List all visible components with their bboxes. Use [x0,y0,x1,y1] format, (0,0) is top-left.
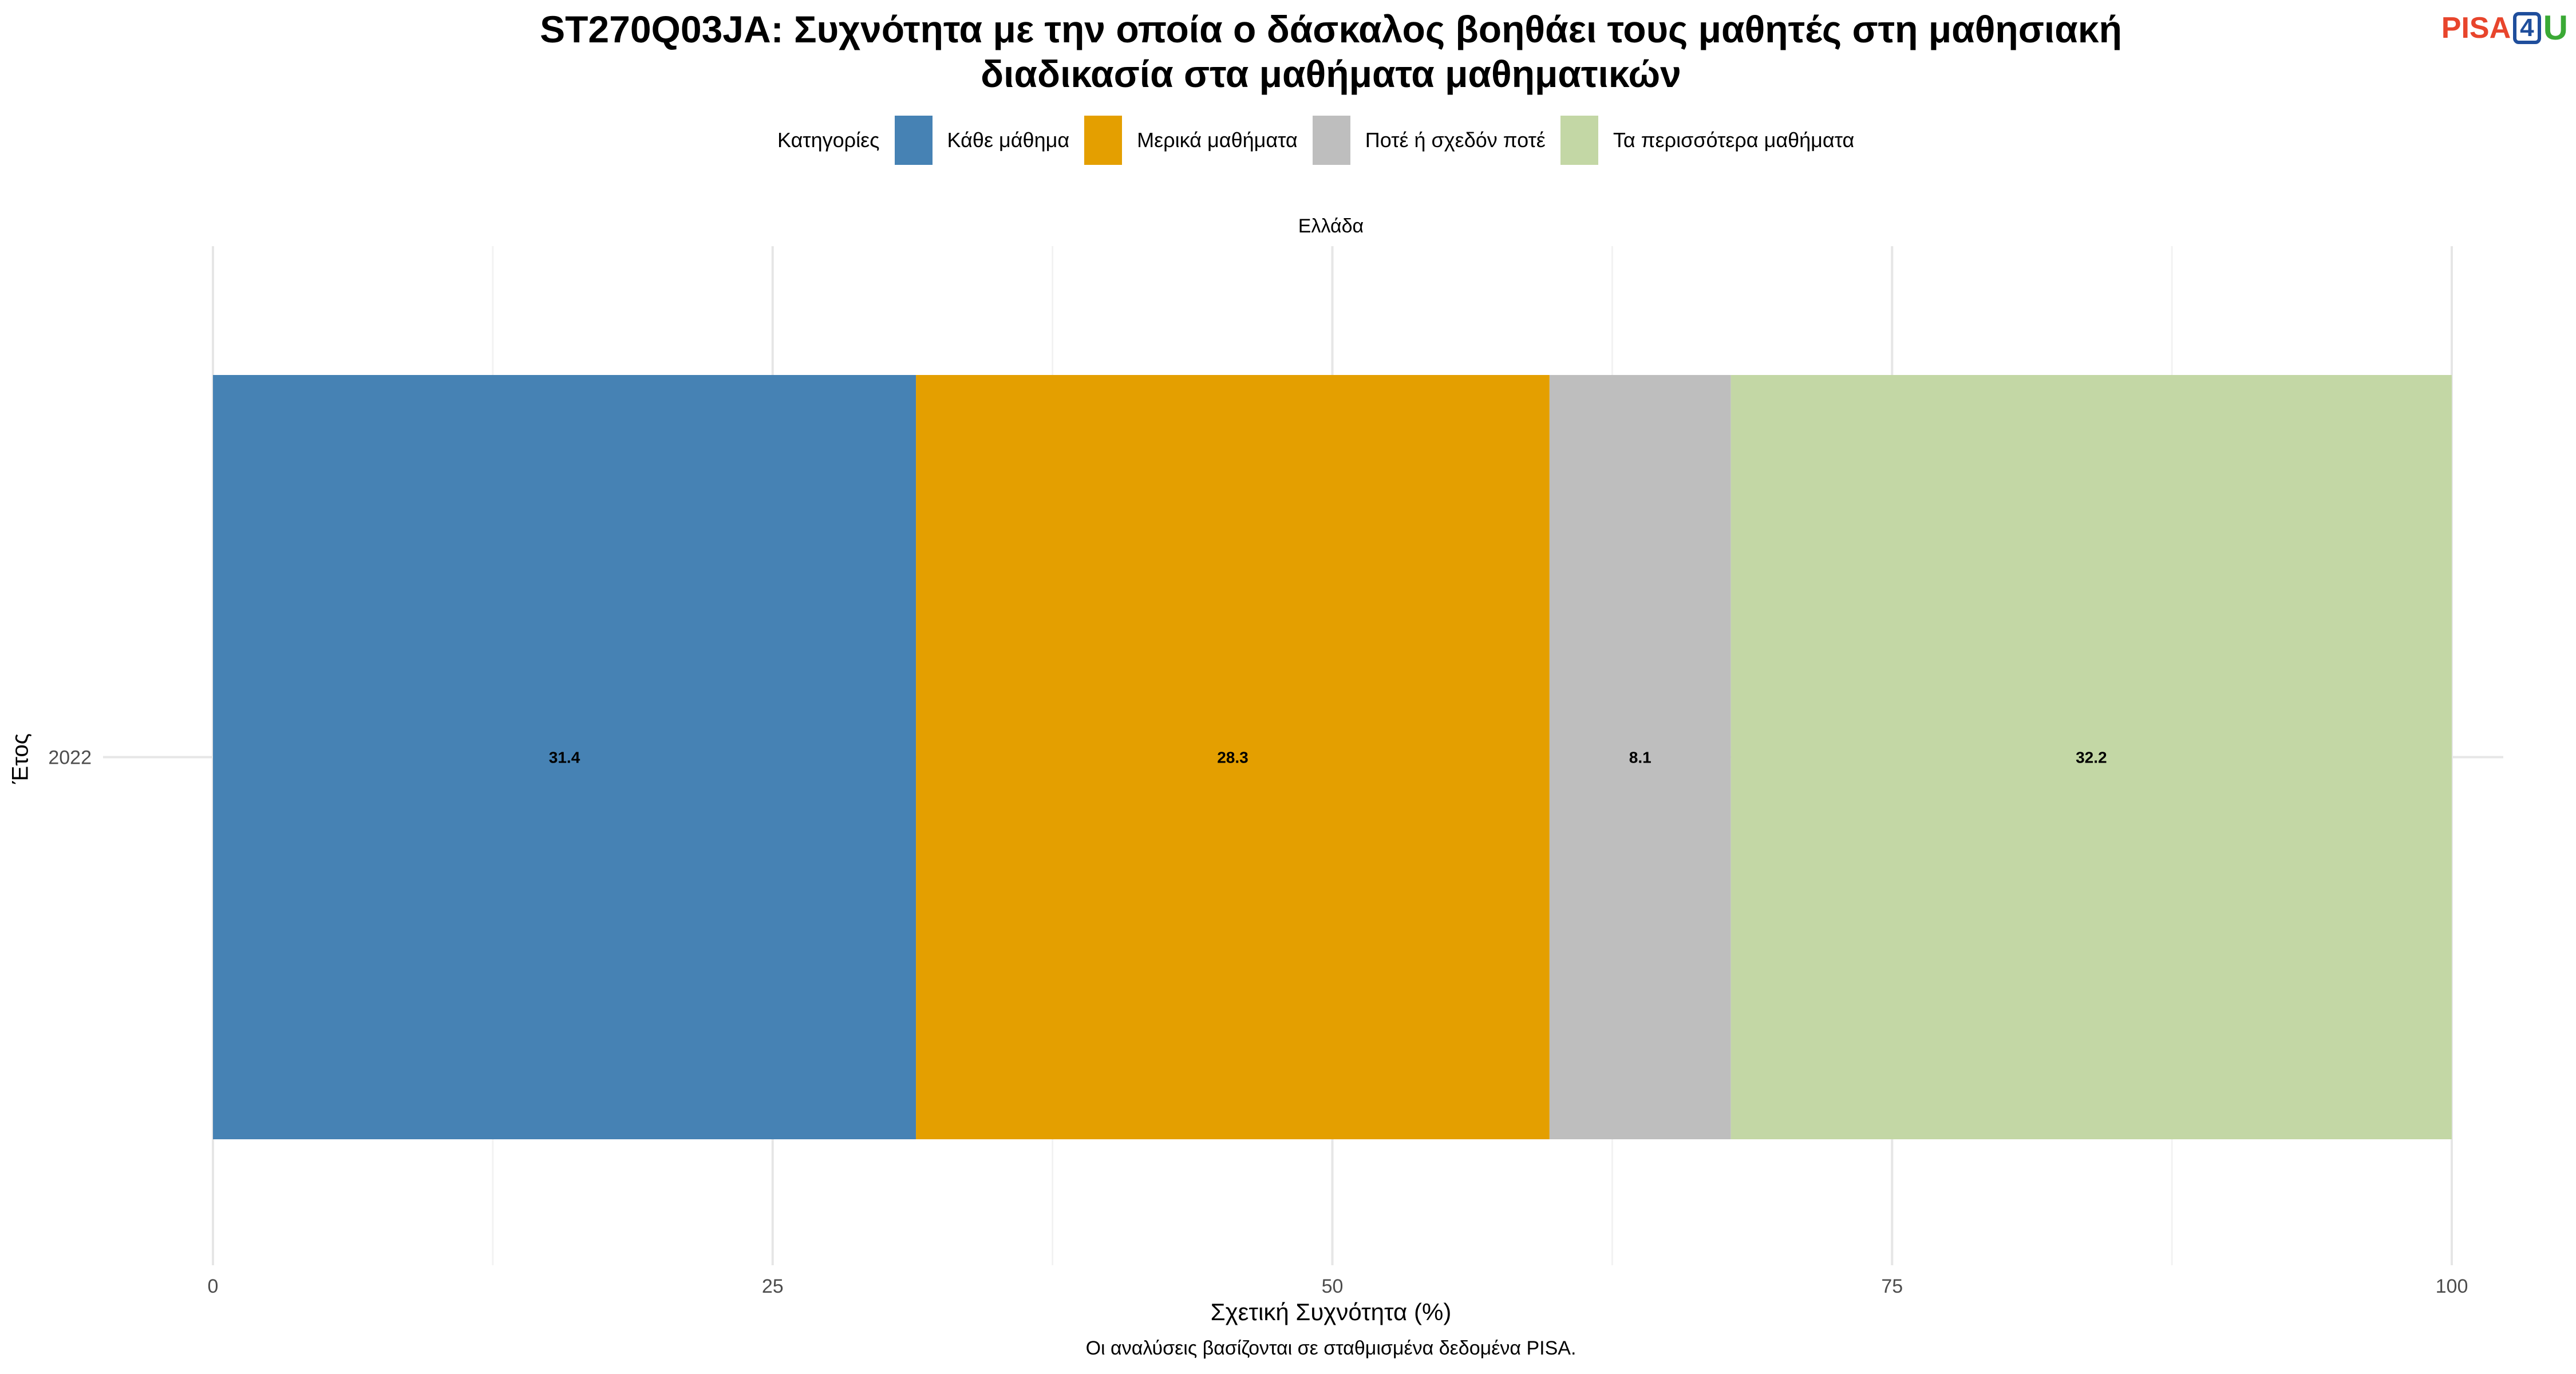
bar-segment [213,375,916,1139]
logo-u-text: U [2543,9,2568,47]
bar-segment [1730,375,2452,1139]
chart-title-line-2: διαδικασία στα μαθήματα μαθηματικών [981,53,1681,95]
legend-swatch [1312,116,1350,165]
bar-value-label: 8.1 [1629,749,1652,767]
chart-title-line-1: ST270Q03JA: Συχνότητα με την οποία ο δάσ… [540,8,2122,50]
legend-swatch [894,116,933,165]
x-tick-label: 50 [1322,1276,1344,1297]
facet-label: Ελλάδα [1298,215,1364,237]
legend: Κατηγορίες Κάθε μάθημα Μερικά μαθήματα Π… [777,116,1869,165]
legend-title: Κατηγορίες [777,128,880,152]
legend-item: Μερικά μαθήματα [1084,116,1298,165]
chart-title: ST270Q03JA: Συχνότητα με την οποία ο δάσ… [0,7,2576,96]
x-tick-label: 75 [1881,1276,1903,1297]
legend-label: Μερικά μαθήματα [1137,128,1298,152]
logo-pisa-text: PISA [2441,11,2511,45]
bar-value-label: 31.4 [549,749,580,767]
legend-label: Τα περισσότερα μαθήματα [1613,128,1855,152]
legend-item: Τα περισσότερα μαθήματα [1560,116,1854,165]
legend-label: Ποτέ ή σχεδόν ποτέ [1365,128,1546,152]
bar-value-label: 32.2 [2076,749,2107,767]
caption: Οι αναλύσεις βασίζονται σε σταθμισμένα δ… [1085,1337,1577,1359]
bar-value-label: 28.3 [1217,749,1249,767]
bar-segment [1549,375,1731,1139]
x-tick-label: 100 [2436,1276,2468,1297]
legend-item: Ποτέ ή σχεδόν ποτέ [1312,116,1546,165]
legend-label: Κάθε μάθημα [947,128,1070,152]
bar-segment [916,375,1550,1139]
pisa4u-logo: PISA 4 U [2441,8,2568,48]
x-tick-label: 25 [762,1276,784,1297]
legend-swatch [1084,116,1123,165]
y-axis-title: Έτος [7,733,33,784]
x-axis-title: Σχετική Συχνότητα (%) [1210,1298,1452,1325]
legend-swatch [1560,116,1598,165]
y-tick-label: 2022 [48,747,92,769]
logo-four-text: 4 [2513,11,2541,44]
legend-item: Κάθε μάθημα [894,116,1070,165]
x-tick-label: 0 [208,1276,219,1297]
